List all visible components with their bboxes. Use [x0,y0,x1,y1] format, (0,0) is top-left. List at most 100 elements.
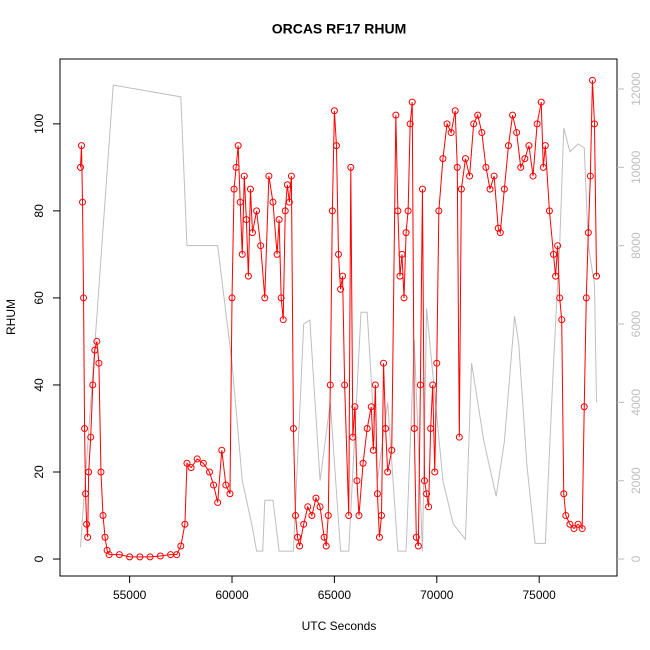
y-axis-label: RHUM [4,299,18,335]
chart-title: ORCAS RF17 RHUM [272,21,407,37]
data-point [486,185,494,193]
data-point [326,381,334,389]
data-point [558,316,566,324]
y-tick-label: 60 [32,291,46,305]
data-point [556,294,564,302]
y2-tick-label: 2000 [629,467,643,494]
data-point [89,381,97,389]
data-point [425,503,433,511]
data-point [443,120,451,128]
data-point [375,533,383,541]
data-point [85,468,93,476]
data-point [574,520,582,528]
data-point [470,120,478,128]
data-point [279,316,287,324]
y2-tick-label: 12000 [629,72,643,106]
data-point [427,424,435,432]
data-point [447,129,455,137]
data-point [81,424,89,432]
data-point [183,459,191,467]
data-point [304,503,312,511]
y2-tick-label: 8000 [629,232,643,259]
data-point [261,294,269,302]
y-tick-label: 80 [32,204,46,218]
data-point [400,294,408,302]
data-point [236,198,244,206]
data-point [433,359,441,367]
data-point [332,142,340,150]
data-point [482,163,490,171]
x-tick-label: 75000 [522,588,556,602]
y-tick-label: 0 [32,555,46,562]
data-point [238,250,246,258]
data-point [593,272,601,280]
data-point [478,129,486,137]
data-point [359,459,367,467]
data-point [93,337,101,345]
data-point [369,446,377,454]
data-point [341,381,349,389]
data-point [312,494,320,502]
data-point [105,551,113,559]
data-point [496,229,504,237]
data-point [214,498,222,506]
data-point [355,512,363,520]
data-point [539,163,547,171]
data-point [246,185,254,193]
data-point [199,459,207,467]
data-point [363,424,371,432]
data-point [396,272,404,280]
data-point [562,512,570,520]
data-point [265,172,273,180]
data-point [406,120,414,128]
data-point [275,216,283,224]
data-point [181,520,189,528]
data-point [205,468,213,476]
y-tick-label: 100 [32,114,46,134]
data-point [435,207,443,215]
data-point [431,468,439,476]
data-point [552,272,560,280]
data-point [349,433,357,441]
y-tick-label: 20 [32,465,46,479]
data-point [91,346,99,354]
data-point [281,207,289,215]
data-point [335,250,342,258]
data-point [316,503,324,511]
data-point [115,551,123,559]
data-point [300,520,308,528]
data-point [308,512,316,520]
data-point [513,129,521,137]
data-point [418,185,426,193]
data-point [580,403,588,411]
data-point [382,424,390,432]
data-point [474,111,482,119]
data-point [136,553,144,561]
plot-frame [59,58,618,577]
data-point [156,552,164,560]
data-point [457,185,465,193]
data-point [218,446,226,454]
data-point [283,181,291,189]
data-point [517,163,525,171]
data-point [234,142,242,150]
data-point [566,520,574,528]
data-point [367,403,375,411]
data-point [79,198,87,206]
data-point [414,542,422,550]
data-point [291,512,299,520]
data-point [541,142,549,150]
data-point [490,172,498,180]
data-point [322,542,330,550]
x-tick-label: 60000 [215,588,249,602]
data-point [466,172,474,180]
data-point [294,533,302,541]
data-point [230,185,238,193]
y-tick-label: 40 [32,378,46,392]
data-point [289,424,297,432]
data-point [388,446,396,454]
data-point [537,98,545,106]
data-point [80,294,88,302]
data-point [402,229,410,237]
data-point [328,207,336,215]
